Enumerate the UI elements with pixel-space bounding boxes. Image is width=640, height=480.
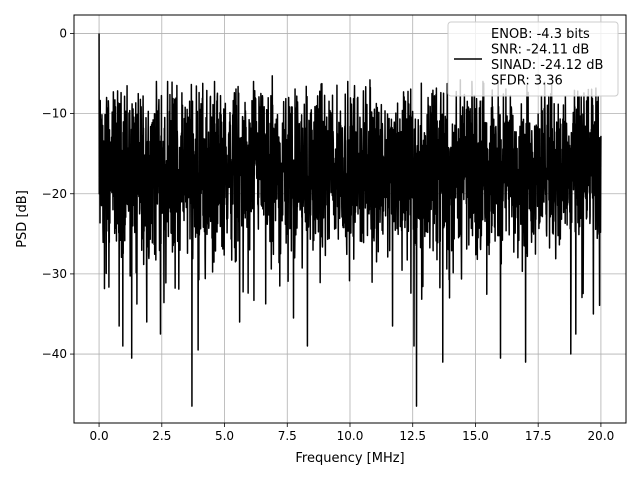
legend-box xyxy=(447,21,619,97)
y-tick-label: 0 xyxy=(59,26,67,40)
plot-area xyxy=(98,33,602,407)
legend: ENOB: -4.3 bits SNR: -24.11 dB SINAD: -2… xyxy=(447,21,619,97)
legend-entry-sinad: SINAD: -24.12 dB xyxy=(491,58,603,73)
y-axis-ticks: 0 −10 −20 −30 −40 xyxy=(42,26,74,361)
x-tick-label: 5.0 xyxy=(215,429,234,443)
y-tick-label: −30 xyxy=(42,267,67,281)
y-tick-label: −20 xyxy=(42,187,67,201)
x-tick-label: 20.0 xyxy=(588,429,615,443)
x-axis-label: Frequency [MHz] xyxy=(295,451,404,466)
x-tick-label: 7.5 xyxy=(278,429,297,443)
legend-entry-enob: ENOB: -4.3 bits xyxy=(491,27,590,42)
y-tick-label: −40 xyxy=(42,347,67,361)
x-tick-label: 2.5 xyxy=(152,429,171,443)
x-axis-ticks: 0.0 2.5 5.0 7.5 10.0 12.5 15.0 17.5 20.0 xyxy=(90,423,615,443)
y-tick-label: −10 xyxy=(42,107,67,121)
x-tick-label: 17.5 xyxy=(525,429,552,443)
psd-series-line xyxy=(98,33,602,407)
x-tick-label: 15.0 xyxy=(462,429,489,443)
x-tick-label: 0.0 xyxy=(90,429,109,443)
x-tick-label: 10.0 xyxy=(337,429,364,443)
legend-entry-snr: SNR: -24.11 dB xyxy=(491,43,589,58)
legend-entry-sfdr: SFDR: 3.36 xyxy=(491,74,563,89)
y-axis-label: PSD [dB] xyxy=(15,190,30,248)
x-tick-label: 12.5 xyxy=(399,429,426,443)
